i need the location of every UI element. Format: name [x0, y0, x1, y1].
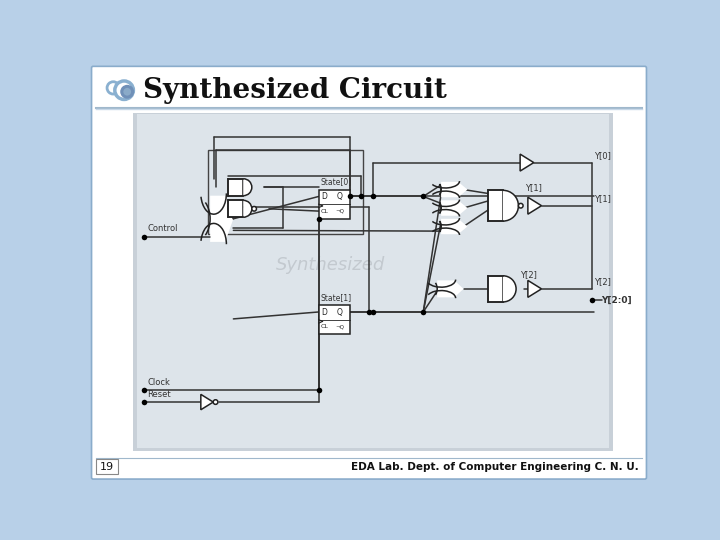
- Text: Q: Q: [337, 192, 343, 201]
- Wedge shape: [503, 276, 516, 302]
- Text: CL: CL: [321, 324, 329, 329]
- Polygon shape: [520, 154, 534, 171]
- Bar: [487, 190, 503, 221]
- Text: Synthesized: Synthesized: [276, 256, 385, 274]
- Polygon shape: [441, 182, 467, 197]
- Circle shape: [213, 400, 218, 404]
- Text: D: D: [321, 192, 327, 201]
- Polygon shape: [441, 219, 467, 234]
- Text: Control: Control: [148, 225, 178, 233]
- Bar: [132, 112, 613, 451]
- Text: Y[2]: Y[2]: [594, 278, 611, 287]
- Text: ¬Q: ¬Q: [336, 208, 345, 214]
- Circle shape: [120, 85, 134, 99]
- Text: 19: 19: [100, 462, 114, 472]
- Text: Clock: Clock: [148, 377, 170, 387]
- Bar: [93, 68, 645, 108]
- Circle shape: [107, 82, 120, 94]
- Bar: [228, 200, 243, 217]
- Text: Y[0]: Y[0]: [594, 151, 611, 160]
- Polygon shape: [441, 200, 467, 215]
- Text: ¬Q: ¬Q: [336, 324, 345, 329]
- Polygon shape: [528, 197, 541, 214]
- Circle shape: [518, 204, 523, 208]
- Text: Reset: Reset: [148, 390, 171, 399]
- Text: Y[1]: Y[1]: [594, 194, 611, 204]
- Text: EDA Lab. Dept. of Computer Engineering C. N. U.: EDA Lab. Dept. of Computer Engineering C…: [351, 462, 639, 472]
- Bar: [137, 114, 609, 448]
- Polygon shape: [437, 280, 464, 298]
- Polygon shape: [528, 280, 541, 298]
- FancyBboxPatch shape: [91, 66, 647, 479]
- Text: State[0]: State[0]: [320, 178, 351, 186]
- Circle shape: [252, 206, 256, 211]
- Polygon shape: [201, 394, 213, 410]
- Text: Y[1]: Y[1]: [525, 183, 541, 192]
- Bar: [487, 276, 503, 302]
- Circle shape: [114, 81, 133, 99]
- Bar: [319, 190, 350, 219]
- Text: Y[2]: Y[2]: [520, 270, 537, 279]
- Wedge shape: [243, 179, 252, 195]
- Circle shape: [123, 88, 131, 96]
- Text: Y[2:0]: Y[2:0]: [601, 296, 632, 305]
- Bar: [208, 150, 363, 234]
- Polygon shape: [210, 195, 233, 242]
- Bar: [96, 459, 118, 475]
- Text: Synthesized Circuit: Synthesized Circuit: [143, 77, 446, 104]
- Text: CL: CL: [321, 208, 329, 214]
- Bar: [319, 305, 350, 334]
- Bar: [228, 179, 243, 195]
- Wedge shape: [503, 190, 518, 221]
- Text: D: D: [321, 308, 327, 316]
- Text: State[1]: State[1]: [320, 293, 351, 302]
- Wedge shape: [243, 200, 252, 217]
- Text: Q: Q: [337, 308, 343, 316]
